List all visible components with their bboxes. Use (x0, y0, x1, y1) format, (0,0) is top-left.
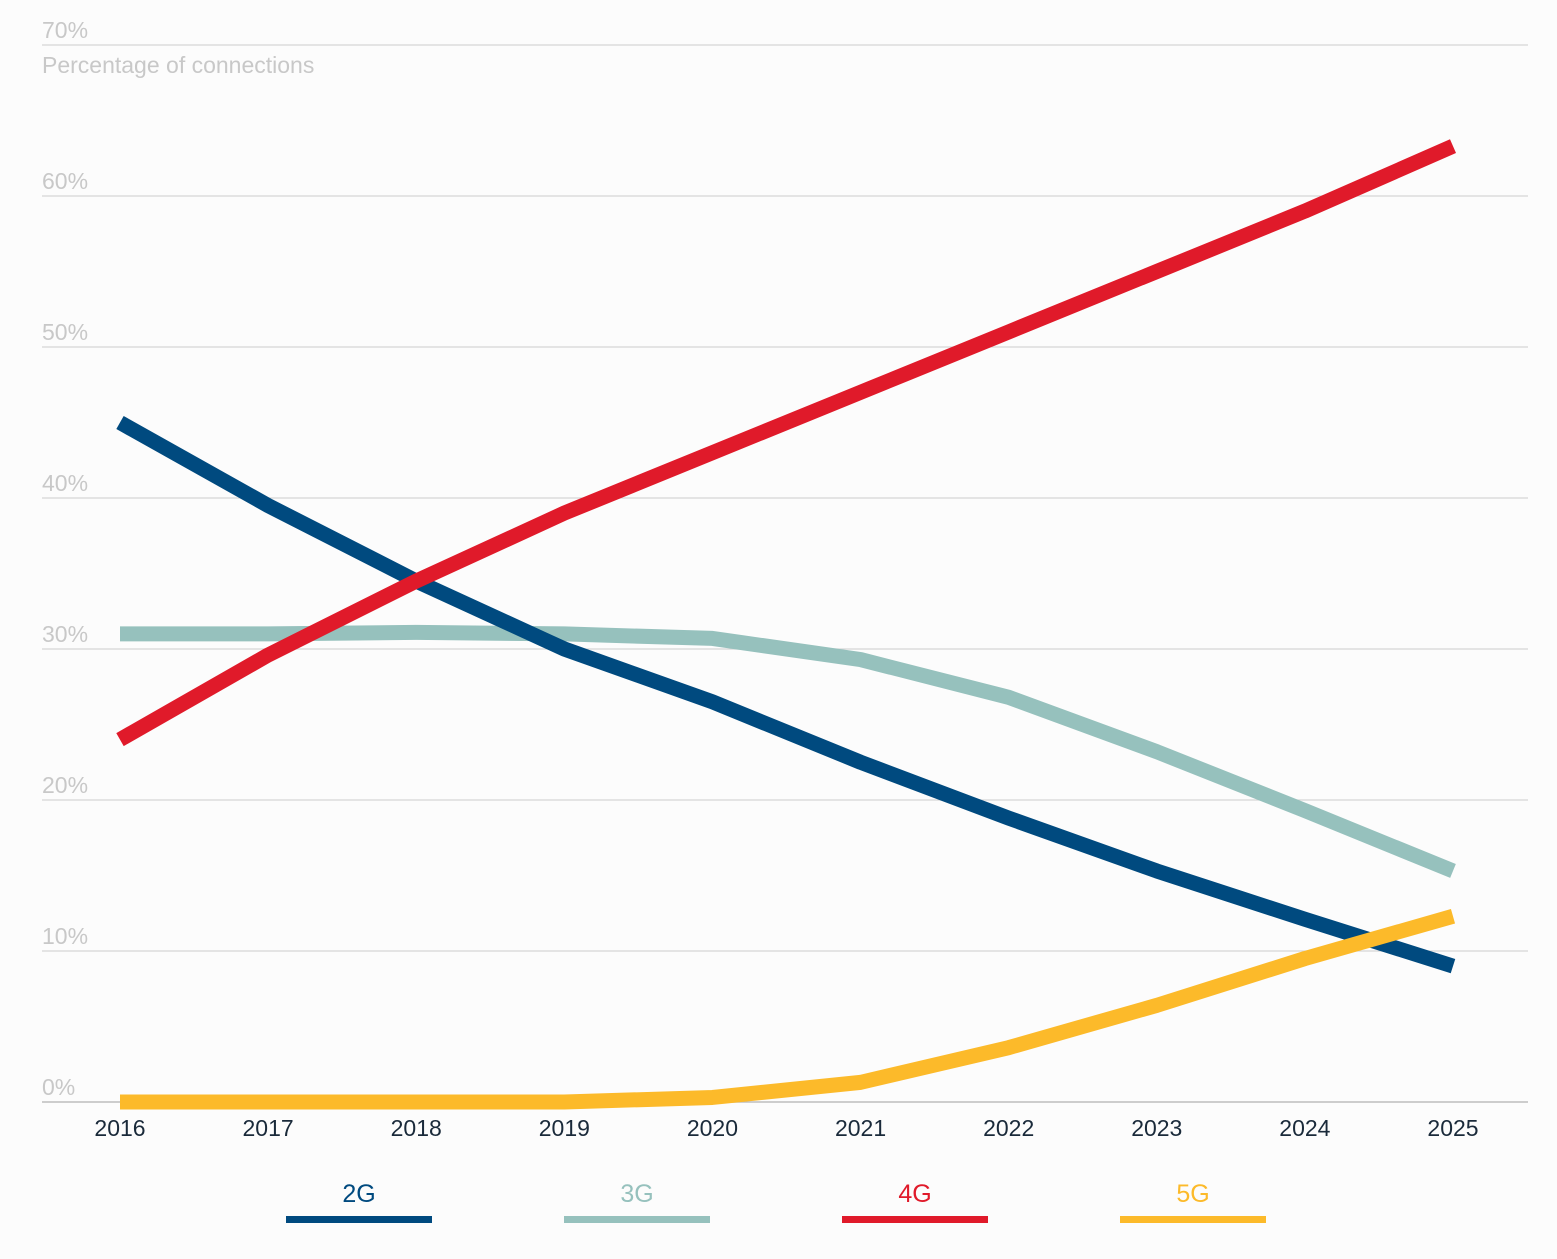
x-axis-tick-labels: 2016 2017 2018 2019 2020 2021 2022 2023 2024 2025 (94, 1115, 1478, 1141)
x-tick-label: 2021 (835, 1115, 886, 1141)
x-tick-label: 2024 (1279, 1115, 1330, 1141)
legend-swatch-4g (842, 1216, 988, 1223)
series-lines (116, 139, 1457, 1110)
x-tick-label: 2017 (243, 1115, 294, 1141)
legend-label-4g: 4G (898, 1180, 931, 1208)
x-tick-label: 2018 (391, 1115, 442, 1141)
x-tick-label: 2022 (983, 1115, 1034, 1141)
x-tick-label: 2020 (687, 1115, 738, 1141)
y-tick-label: 30% (42, 621, 88, 647)
y-axis-tick-labels: 0% 10% 20% 30% 40% 50% 60% 70% (42, 17, 88, 1100)
series-line-5g (120, 909, 1456, 1110)
y-tick-label: 60% (42, 168, 88, 194)
y-tick-label: 40% (42, 470, 88, 496)
x-tick-label: 2023 (1131, 1115, 1182, 1141)
legend-label-2g: 2G (342, 1180, 375, 1208)
legend-swatch-2g (286, 1216, 432, 1223)
legend: 2G 3G 4G 5G (286, 1180, 1266, 1223)
y-tick-label: 10% (42, 923, 88, 949)
series-line-2g (116, 415, 1456, 974)
legend-label-3g: 3G (620, 1180, 653, 1208)
legend-swatch-5g (1120, 1216, 1266, 1223)
x-tick-label: 2025 (1427, 1115, 1478, 1141)
legend-label-5g: 5G (1176, 1180, 1209, 1208)
y-tick-label: 0% (42, 1074, 75, 1100)
series-line-4g (116, 139, 1457, 747)
x-tick-label: 2016 (94, 1115, 145, 1141)
y-tick-label: 70% (42, 17, 88, 43)
series-line-3g (120, 624, 1456, 878)
x-tick-label: 2019 (539, 1115, 590, 1141)
y-axis-title: Percentage of connections (42, 52, 314, 78)
y-tick-label: 50% (42, 319, 88, 345)
legend-swatch-3g (564, 1216, 710, 1223)
y-tick-label: 20% (42, 772, 88, 798)
